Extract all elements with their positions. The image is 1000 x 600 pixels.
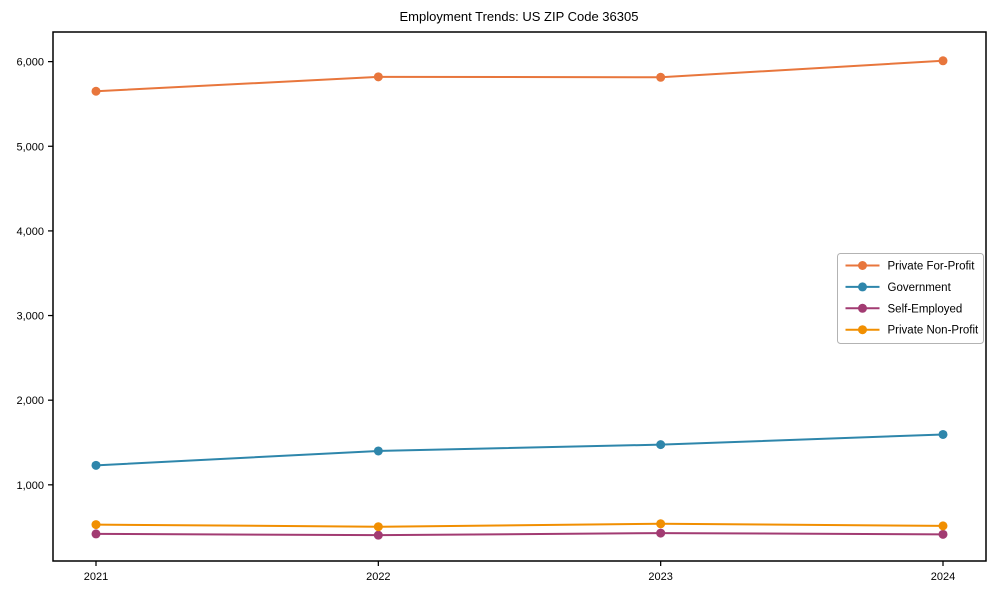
- data-point-marker: [91, 460, 101, 470]
- legend-swatch-marker: [858, 261, 867, 270]
- data-point-marker: [938, 56, 948, 66]
- y-axis-tick-label: 1,000: [16, 480, 44, 492]
- y-axis-tick-label: 5,000: [16, 141, 44, 153]
- series-line: [95, 59, 944, 93]
- y-axis-tick-label: 3,000: [16, 311, 44, 323]
- data-point-marker: [373, 530, 383, 540]
- data-point-marker: [91, 86, 101, 96]
- x-axis-tick-label: 2022: [366, 571, 390, 583]
- data-point-marker: [938, 429, 948, 439]
- data-point-marker: [656, 440, 666, 450]
- y-axis-tick-label: 6,000: [16, 57, 44, 69]
- data-point-marker: [656, 528, 666, 538]
- plot-frame: [52, 31, 987, 562]
- data-point-marker: [373, 446, 383, 456]
- series-line: [95, 532, 944, 537]
- y-axis-tick-label: 4,000: [16, 226, 44, 238]
- legend: Private For-Profit Government Self-Employe…: [837, 253, 984, 344]
- legend-label: Self-Employed: [888, 303, 963, 315]
- legend-label: Private Non-Profit: [888, 325, 980, 337]
- x-axis-tick-label: 2021: [84, 571, 108, 583]
- x-axis: 2021 2022 2023 2024: [84, 561, 955, 583]
- chart-title: Employment Trends: US ZIP Code 36305: [400, 9, 639, 24]
- y-axis: 1,000 2,000 3,000 4,000 5,000 6,000: [16, 57, 53, 492]
- data-point-marker: [938, 529, 948, 539]
- data-point-marker: [938, 521, 948, 531]
- data-point-marker: [373, 72, 383, 82]
- data-point-marker: [91, 520, 101, 530]
- legend-swatch-marker: [858, 282, 867, 292]
- legend-swatch-marker: [858, 303, 867, 313]
- x-axis-tick-label: 2023: [648, 571, 672, 583]
- legend-swatch-marker: [858, 325, 867, 335]
- series-line: [95, 522, 944, 528]
- legend-label: Government: [888, 282, 952, 294]
- data-point-marker: [656, 72, 666, 82]
- y-axis-tick-label: 2,000: [16, 395, 44, 407]
- legend-box: [837, 253, 984, 344]
- data-point-marker: [656, 519, 666, 529]
- data-point-marker: [91, 529, 101, 539]
- data-point-marker: [373, 522, 383, 532]
- x-axis-tick-label: 2024: [931, 571, 955, 583]
- series-group: [91, 56, 948, 540]
- legend-label: Private For-Profit: [888, 261, 976, 273]
- series-line: [95, 433, 944, 467]
